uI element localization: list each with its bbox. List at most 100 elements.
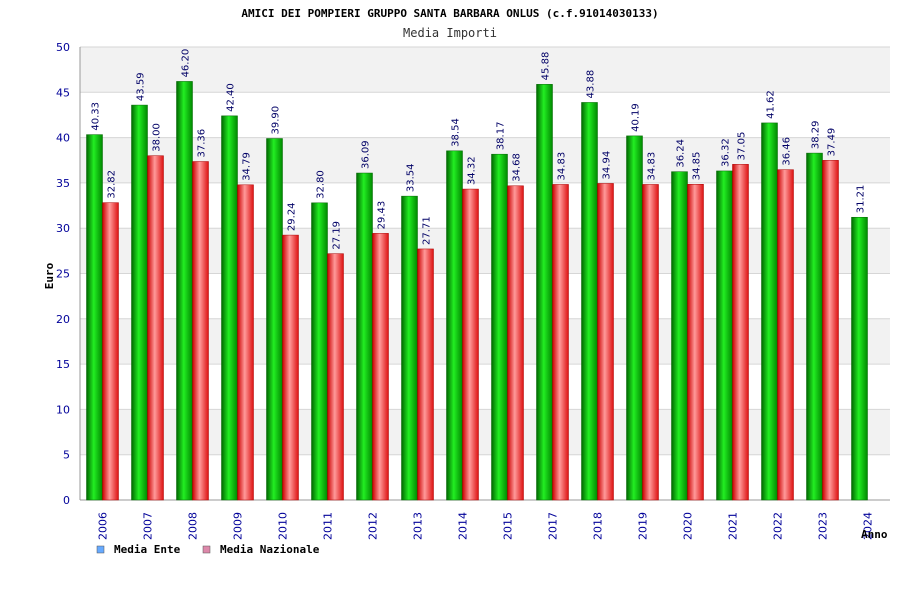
data-label: 34.32 — [467, 156, 478, 185]
data-label: 43.88 — [586, 70, 597, 99]
bar-media-ente — [806, 152, 823, 501]
bar-media-ente — [626, 135, 643, 501]
grid-band — [80, 364, 890, 410]
data-label: 34.79 — [242, 152, 253, 181]
data-label: 37.05 — [737, 132, 748, 161]
data-label: 43.59 — [136, 72, 147, 101]
bar-media-ente — [581, 102, 598, 501]
x-tick-label: 2006 — [97, 512, 110, 540]
data-label: 29.24 — [287, 202, 298, 231]
x-tick-label: 2013 — [412, 512, 425, 540]
data-labels: 40.33 32.82 43.59 38.00 46.20 37.36 42.40 34.79… — [91, 49, 867, 250]
bar-media-nazionale — [552, 184, 569, 501]
bar-media-ente — [716, 170, 733, 501]
data-label: 31.21 — [856, 185, 867, 214]
grid — [80, 46, 890, 501]
x-tick-label: 2012 — [367, 512, 380, 540]
y-tick-label: 0 — [63, 494, 70, 507]
grid-band — [80, 137, 890, 183]
grid-band — [80, 47, 890, 93]
bar-media-ente — [221, 115, 238, 501]
bar-media-nazionale — [732, 164, 749, 501]
bar-media-ente — [536, 84, 553, 501]
legend-label-media-nazionale: Media Nazionale — [220, 543, 320, 556]
y-tick-label: 50 — [56, 41, 70, 54]
bar-media-nazionale — [777, 169, 794, 501]
bar-media-ente — [851, 216, 868, 501]
legend: Media Ente Media Nazionale — [96, 543, 320, 556]
y-tick-label: 15 — [56, 358, 70, 371]
grid-band — [80, 228, 890, 274]
bar-media-nazionale — [192, 161, 209, 501]
bar-media-nazionale — [282, 234, 299, 501]
x-tick-label: 2021 — [727, 512, 740, 540]
axes: 0 5 10 15 20 25 30 35 40 45 50 2006 2007 2008 2009 2010… — [56, 41, 890, 540]
data-label: 37.36 — [197, 129, 208, 158]
bar-media-ente — [86, 134, 103, 501]
data-label: 41.62 — [766, 90, 777, 119]
x-tick-label: 2011 — [322, 512, 335, 540]
data-label: 36.24 — [676, 139, 687, 168]
legend-swatch-media-ente — [96, 545, 105, 554]
x-tick-label: 2008 — [187, 512, 200, 540]
y-tick-label: 10 — [56, 403, 70, 416]
grid-band — [80, 92, 890, 138]
data-label: 46.20 — [181, 49, 192, 78]
data-label: 36.09 — [361, 140, 372, 169]
data-label: 42.40 — [226, 83, 237, 112]
grid-band — [80, 182, 890, 229]
x-tick-label: 2022 — [772, 512, 785, 540]
grid-band — [80, 318, 890, 365]
bar-media-ente — [311, 202, 328, 501]
data-label: 29.43 — [377, 201, 388, 230]
x-tick-label: 2024 — [862, 512, 875, 540]
y-tick-label: 35 — [56, 177, 70, 190]
data-label: 40.19 — [631, 103, 642, 132]
x-tick-label: 2020 — [682, 512, 695, 540]
x-tick-label: 2010 — [277, 512, 290, 540]
data-label: 33.54 — [406, 163, 417, 192]
x-tick-label: 2014 — [457, 512, 470, 540]
bar-media-nazionale — [507, 185, 524, 501]
y-tick-label: 20 — [56, 313, 70, 326]
y-tick-label: 5 — [63, 449, 70, 462]
bar-media-ente — [356, 172, 373, 501]
bars — [86, 81, 868, 501]
y-tick-label: 25 — [56, 268, 70, 281]
legend-label-media-ente: Media Ente — [114, 543, 181, 556]
bar-media-nazionale — [327, 253, 344, 501]
data-label: 40.33 — [91, 102, 102, 131]
data-label: 27.71 — [422, 216, 433, 245]
legend-swatch-media-nazionale — [202, 545, 211, 554]
x-axis-label: Anno — [861, 528, 888, 541]
x-tick-label: 2018 — [592, 512, 605, 540]
bar-media-ente — [491, 153, 508, 501]
data-label: 34.83 — [647, 152, 658, 181]
bar-media-nazionale — [237, 184, 254, 501]
chart-subtitle: Media Importi — [403, 26, 497, 40]
data-label: 39.90 — [271, 106, 282, 135]
grid-band — [80, 409, 890, 455]
bar-media-ente — [446, 150, 463, 501]
data-label: 34.94 — [602, 151, 613, 180]
x-tick-label: 2015 — [502, 512, 515, 540]
y-tick-label: 40 — [56, 132, 70, 145]
chart-title: AMICI DEI POMPIERI GRUPPO SANTA BARBARA … — [241, 7, 658, 20]
data-label: 45.88 — [541, 52, 552, 81]
bar-media-nazionale — [417, 248, 434, 501]
data-label: 32.82 — [107, 170, 118, 199]
data-label: 32.80 — [316, 170, 327, 199]
bar-media-ente — [131, 104, 148, 501]
x-tick-label: 2017 — [547, 512, 560, 540]
bar-media-ente — [401, 195, 418, 501]
bar-media-nazionale — [102, 202, 119, 501]
bar-media-nazionale — [822, 160, 839, 501]
data-label: 38.29 — [811, 120, 822, 149]
bar-media-ente — [671, 171, 688, 501]
y-axis-label: Euro — [43, 262, 56, 289]
data-label: 34.68 — [512, 153, 523, 182]
data-label: 36.46 — [782, 137, 793, 166]
grid-band — [80, 273, 890, 319]
bar-media-nazionale — [462, 188, 479, 501]
